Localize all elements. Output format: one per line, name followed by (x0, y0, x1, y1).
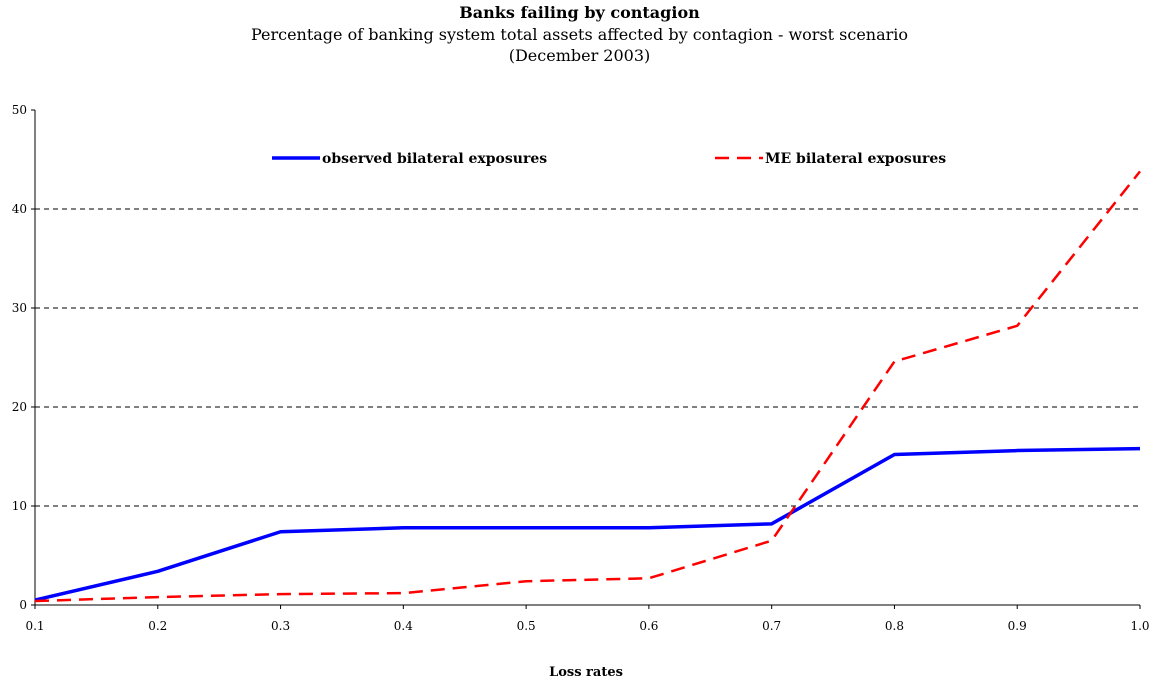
chart-subtitle: Percentage of banking system total asset… (250, 25, 909, 44)
chart-title: Banks failing by contagion (459, 3, 700, 22)
x-tick-label: 0.8 (885, 619, 904, 633)
chart-subtitle-date: (December 2003) (508, 46, 651, 65)
x-tick-label: 0.9 (1008, 619, 1027, 633)
x-tick-label: 0.3 (271, 619, 290, 633)
y-axis-ticks: 0 10 20 30 40 50 (12, 103, 35, 612)
y-tick-label: 50 (12, 103, 27, 117)
x-tick-label: 0.2 (148, 619, 167, 633)
x-tick-label: 0.5 (517, 619, 536, 633)
legend-label-1: observed bilateral exposures (322, 151, 547, 167)
y-tick-label: 20 (12, 400, 27, 414)
legend-label-2: ME bilateral exposures (765, 151, 946, 167)
series-line-1 (34, 446, 1141, 602)
x-axis-label: Loss rates (549, 665, 623, 680)
axes (34, 110, 1140, 606)
y-tick-label: 30 (12, 301, 27, 315)
y-tick-label: 10 (12, 499, 27, 513)
x-tick-label: 0.4 (394, 619, 413, 633)
y-tick-label: 0 (19, 598, 27, 612)
series-line-2 (34, 170, 1141, 603)
x-axis-ticks: 0.1 0.2 0.3 0.4 0.5 0.6 0.7 0.8 0.9 1.0 (25, 605, 1150, 633)
grid-lines (35, 208, 1140, 507)
series-lines (34, 170, 1141, 603)
x-tick-label: 0.1 (25, 619, 44, 633)
x-tick-label: 0.6 (639, 619, 658, 633)
x-tick-label: 1.0 (1130, 619, 1149, 633)
y-tick-label: 40 (12, 202, 27, 216)
x-tick-label: 0.7 (762, 619, 781, 633)
legend: observed bilateral exposures ME bilateral… (272, 151, 946, 167)
